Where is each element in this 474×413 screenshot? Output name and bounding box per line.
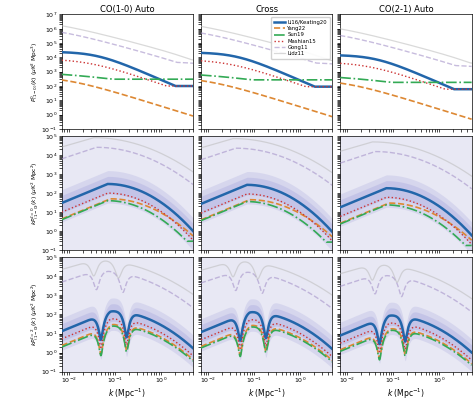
- Legend: Li16/Keating20, Yang22, Sun19, Mashian15, Gong11, Lidz11: Li16/Keating20, Yang22, Sun19, Mashian15…: [271, 17, 330, 59]
- Title: Cross: Cross: [255, 5, 278, 14]
- Y-axis label: $kP^{\ell=0}_{(1-0)}(k)$ ($\mu$K$^2$ Mpc$^2$): $kP^{\ell=0}_{(1-0)}(k)$ ($\mu$K$^2$ Mpc…: [29, 161, 40, 225]
- X-axis label: $k$ (Mpc$^{-1}$): $k$ (Mpc$^{-1}$): [109, 387, 146, 401]
- Y-axis label: $kP^{\ell=2}_{(1-0)}(k)$ ($\mu$K$^2$ Mpc$^2$): $kP^{\ell=2}_{(1-0)}(k)$ ($\mu$K$^2$ Mpc…: [29, 282, 40, 346]
- X-axis label: $k$ (Mpc$^{-1}$): $k$ (Mpc$^{-1}$): [247, 387, 286, 401]
- Title: CO(1-0) Auto: CO(1-0) Auto: [100, 5, 155, 14]
- X-axis label: $k$ (Mpc$^{-1}$): $k$ (Mpc$^{-1}$): [387, 387, 425, 401]
- Title: CO(2-1) Auto: CO(2-1) Auto: [379, 5, 433, 14]
- Y-axis label: $P^0_{(1-0)}(k)$ ($\mu$K$^2$ Mpc$^3$): $P^0_{(1-0)}(k)$ ($\mu$K$^2$ Mpc$^3$): [30, 42, 40, 102]
